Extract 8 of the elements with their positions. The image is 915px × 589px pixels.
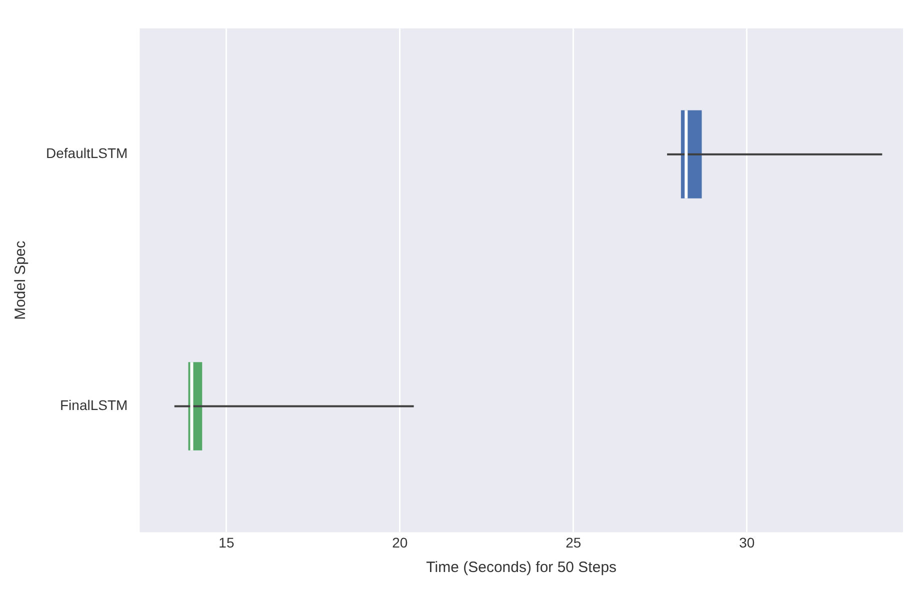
x-tick-label: 15 xyxy=(218,534,234,550)
x-tick-label: 20 xyxy=(392,534,408,550)
y-tick-label: DefaultLSTM xyxy=(46,145,128,162)
x-tick-label: 30 xyxy=(739,534,755,550)
x-tick-label: 25 xyxy=(566,534,582,550)
y-axis-title: Model Spec xyxy=(12,240,30,320)
x-axis-title: Time (Seconds) for 50 Steps xyxy=(426,559,617,576)
y-tick-label: FinalLSTM xyxy=(60,397,128,414)
